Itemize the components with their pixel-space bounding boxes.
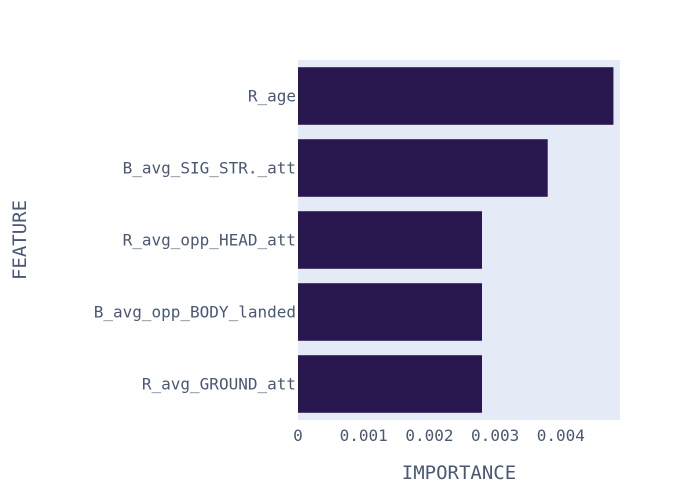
bar-2	[298, 139, 548, 197]
x-tick-label-4: 0.003	[471, 426, 519, 445]
y-tick-label-1: R_age	[248, 87, 296, 106]
bar-3	[298, 211, 482, 269]
x-tick-label-2: 0.001	[340, 426, 388, 445]
y-tick-label-5: R_avg_GROUND_att	[142, 375, 296, 394]
y-tick-label-4: B_avg_opp_BODY_landed	[94, 303, 296, 322]
x-tick-label-5: 0.004	[537, 426, 585, 445]
bar-1	[298, 67, 614, 125]
y-tick-label-3: R_avg_opp_HEAD_att	[123, 231, 296, 250]
y-axis-title: FEATURE	[9, 200, 31, 280]
x-tick-label-1: 0	[293, 426, 303, 445]
x-tick-label-3: 0.002	[405, 426, 453, 445]
y-tick-label-2: B_avg_SIG_STR._att	[123, 159, 296, 178]
bar-5	[298, 355, 482, 413]
bar-4	[298, 283, 482, 341]
x-axis-title: IMPORTANCE	[402, 462, 516, 484]
